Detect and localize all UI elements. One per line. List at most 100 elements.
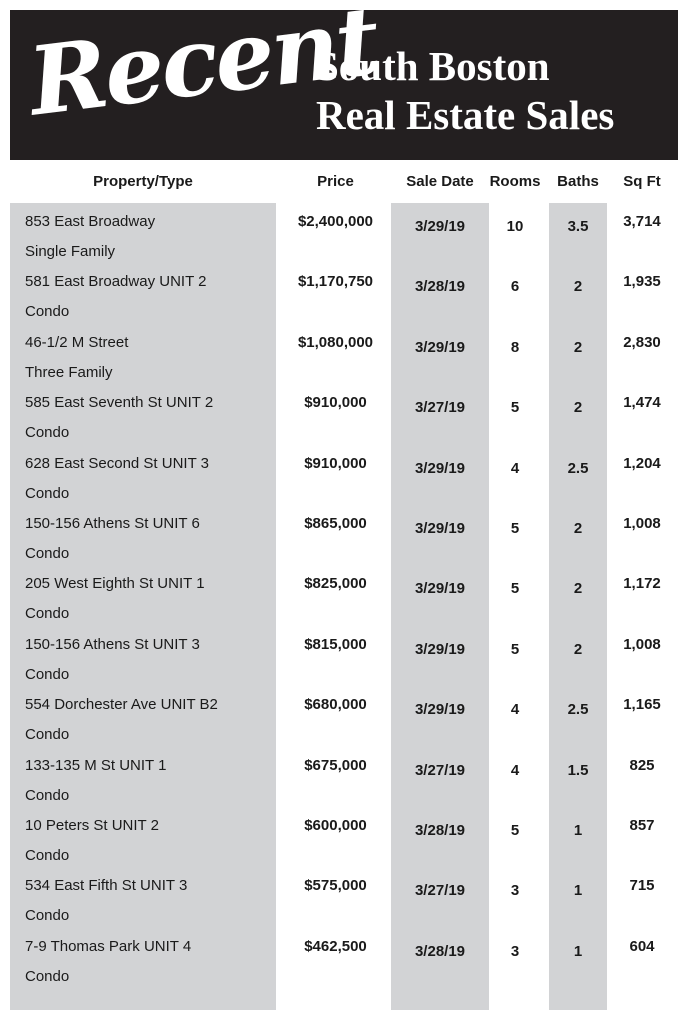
- square-feet: 825: [629, 756, 655, 774]
- property-type: Condo: [25, 424, 70, 442]
- bath-count: 2: [573, 640, 583, 658]
- sale-date: 3/29/19: [414, 640, 466, 658]
- sale-price: $675,000: [304, 756, 367, 774]
- bath-count: 2: [573, 399, 583, 417]
- property-address: 150-156 Athens St UNIT 3: [25, 635, 200, 653]
- sale-price: $910,000: [304, 454, 367, 472]
- sale-price: $680,000: [304, 696, 367, 714]
- table-row: 205 West Eighth St UNIT 1 Condo $825,000 3/…: [0, 567, 687, 627]
- title-line-2: Real Estate Sales: [316, 92, 615, 138]
- sale-price: $865,000: [304, 515, 367, 532]
- table-row: 554 Dorchester Ave UNIT B2 Condo $680,000 3…: [0, 688, 687, 748]
- property-type: Condo: [25, 726, 70, 744]
- property-address: 133-135 M St UNIT 1: [25, 756, 167, 774]
- property-type: Three Family: [25, 363, 113, 381]
- property-type: Condo: [25, 605, 70, 623]
- table-row: 10 Peters St UNIT 2 Condo $600,000 3/28/19 5…: [0, 809, 687, 869]
- room-count: 10: [506, 218, 524, 235]
- square-feet: 715: [629, 877, 655, 895]
- square-feet: 1,474: [623, 394, 661, 412]
- property-address: 853 East Broadway: [25, 213, 156, 230]
- room-count: 4: [510, 761, 520, 779]
- sale-price: $910,000: [304, 394, 367, 412]
- sale-date: 3/28/19: [414, 942, 466, 960]
- square-feet: 1,008: [623, 515, 661, 532]
- property-type: Condo: [25, 907, 70, 925]
- header-banner: Recent South Boston Real Estate Sales: [10, 0, 678, 160]
- bath-count: 2: [573, 580, 583, 598]
- square-feet: 1,008: [623, 635, 661, 653]
- property-address: 534 East Fifth St UNIT 3: [25, 877, 188, 895]
- table-row: 853 East Broadway Single Family $2,400,000…: [0, 205, 687, 265]
- bath-count: 1.5: [567, 761, 589, 779]
- sale-price: $600,000: [304, 817, 367, 834]
- sale-price: $825,000: [304, 575, 367, 593]
- sale-price: $462,500: [304, 937, 367, 955]
- sale-date: 3/27/19: [414, 761, 466, 779]
- bath-count: 2: [573, 338, 583, 356]
- property-type: Condo: [25, 967, 70, 985]
- property-column-bg: [10, 203, 276, 1010]
- property-address: 205 West Eighth St UNIT 1: [25, 575, 205, 593]
- date-column-bg: [391, 203, 489, 1010]
- table-row: 581 East Broadway UNIT 2 Condo $1,170,750 3…: [0, 265, 687, 325]
- bath-count: 2: [573, 520, 583, 537]
- room-count: 5: [510, 822, 520, 839]
- property-address: 585 East Seventh St UNIT 2: [25, 394, 214, 412]
- property-type: Single Family: [25, 243, 116, 260]
- bath-count: 1: [573, 822, 583, 839]
- square-feet: 1,172: [623, 575, 661, 593]
- square-feet: 2,830: [623, 333, 661, 351]
- square-feet: 1,204: [623, 454, 661, 472]
- table-row: 7-9 Thomas Park UNIT 4 Condo $462,500 3/28/…: [0, 930, 687, 990]
- table-row: 150-156 Athens St UNIT 6 Condo $865,000 3/2…: [0, 507, 687, 567]
- baths-column-bg: [549, 203, 607, 1010]
- sale-date: 3/27/19: [414, 882, 466, 900]
- sale-date: 3/29/19: [414, 520, 466, 537]
- property-address: 7-9 Thomas Park UNIT 4: [25, 937, 192, 955]
- room-count: 3: [510, 882, 520, 900]
- room-count: 5: [510, 640, 520, 658]
- property-type: Condo: [25, 303, 70, 321]
- bath-count: 1: [573, 882, 583, 900]
- square-feet: 3,714: [623, 213, 661, 230]
- sale-date: 3/28/19: [414, 278, 466, 296]
- property-type: Condo: [25, 665, 70, 683]
- sale-price: $2,400,000: [297, 213, 374, 230]
- table-row: 150-156 Athens St UNIT 3 Condo $815,000 3/2…: [0, 628, 687, 688]
- property-address: 581 East Broadway UNIT 2: [25, 273, 207, 291]
- property-type: Condo: [25, 786, 70, 804]
- room-count: 4: [510, 701, 520, 719]
- sale-price: $575,000: [304, 877, 367, 895]
- square-feet: 1,935: [623, 273, 661, 291]
- sale-date: 3/29/19: [414, 218, 466, 235]
- header-sale-date: Sale Date: [406, 173, 474, 190]
- property-address: 46-1/2 M Street: [25, 333, 129, 351]
- room-count: 4: [510, 459, 520, 477]
- property-type: Condo: [25, 545, 70, 562]
- bath-count: 2: [573, 278, 583, 296]
- square-feet: 604: [629, 937, 655, 955]
- property-address: 628 East Second St UNIT 3: [25, 454, 209, 472]
- table-row: 46-1/2 M Street Three Family $1,080,000 3/2…: [0, 326, 687, 386]
- bath-count: 1: [573, 942, 583, 960]
- table-row: 133-135 M St UNIT 1 Condo $675,000 3/27/19 4…: [0, 749, 687, 809]
- bath-count: 2.5: [567, 701, 589, 719]
- property-address: 10 Peters St UNIT 2: [25, 817, 159, 834]
- table-row: 534 East Fifth St UNIT 3 Condo $575,000 3/2…: [0, 869, 687, 929]
- header-rooms: Rooms: [489, 173, 541, 190]
- sale-price: $815,000: [304, 635, 367, 653]
- bath-count: 2.5: [567, 459, 589, 477]
- sale-date: 3/29/19: [414, 580, 466, 598]
- sale-price: $1,080,000: [297, 333, 374, 351]
- room-count: 6: [510, 278, 520, 296]
- property-type: Condo: [25, 847, 70, 864]
- sale-date: 3/27/19: [414, 399, 466, 417]
- room-count: 3: [510, 942, 520, 960]
- property-type: Condo: [25, 484, 70, 502]
- title-line-1: South Boston: [316, 43, 550, 89]
- sale-price: $1,170,750: [297, 273, 374, 291]
- room-count: 8: [510, 338, 520, 356]
- room-count: 5: [510, 580, 520, 598]
- bath-count: 3.5: [567, 218, 589, 235]
